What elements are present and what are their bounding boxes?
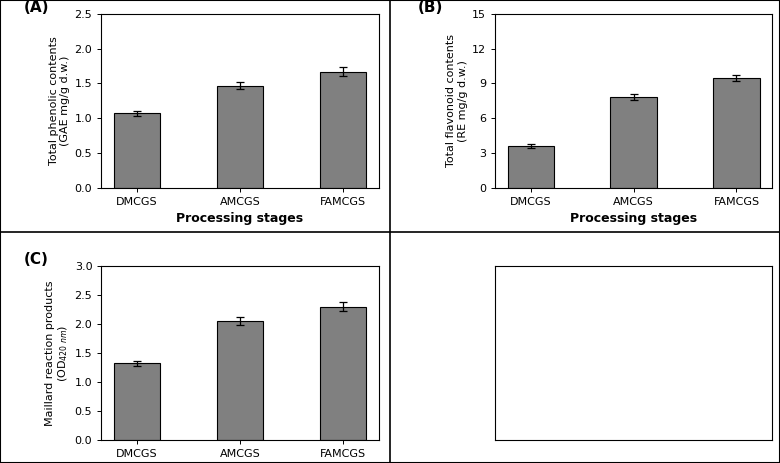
Bar: [320, 307, 366, 440]
Y-axis label: Maillard reaction products
(OD$_{420\ nm}$): Maillard reaction products (OD$_{420\ nm…: [45, 280, 70, 425]
Text: (B): (B): [417, 0, 443, 15]
Bar: [611, 97, 657, 188]
Y-axis label: Total flavonoid contents
(RE mg/g d.w.): Total flavonoid contents (RE mg/g d.w.): [446, 34, 468, 167]
X-axis label: Processing stages: Processing stages: [570, 213, 697, 225]
Bar: [114, 363, 160, 440]
Text: (C): (C): [23, 252, 48, 267]
Text: (A): (A): [23, 0, 49, 15]
Bar: [114, 113, 160, 188]
Bar: [508, 146, 554, 188]
Bar: [714, 78, 760, 188]
Bar: [320, 72, 366, 188]
Bar: [217, 321, 263, 440]
Y-axis label: Total phenolic contents
(GAE mg/g d.w.): Total phenolic contents (GAE mg/g d.w.): [49, 37, 70, 165]
Bar: [217, 86, 263, 188]
X-axis label: Processing stages: Processing stages: [176, 213, 303, 225]
